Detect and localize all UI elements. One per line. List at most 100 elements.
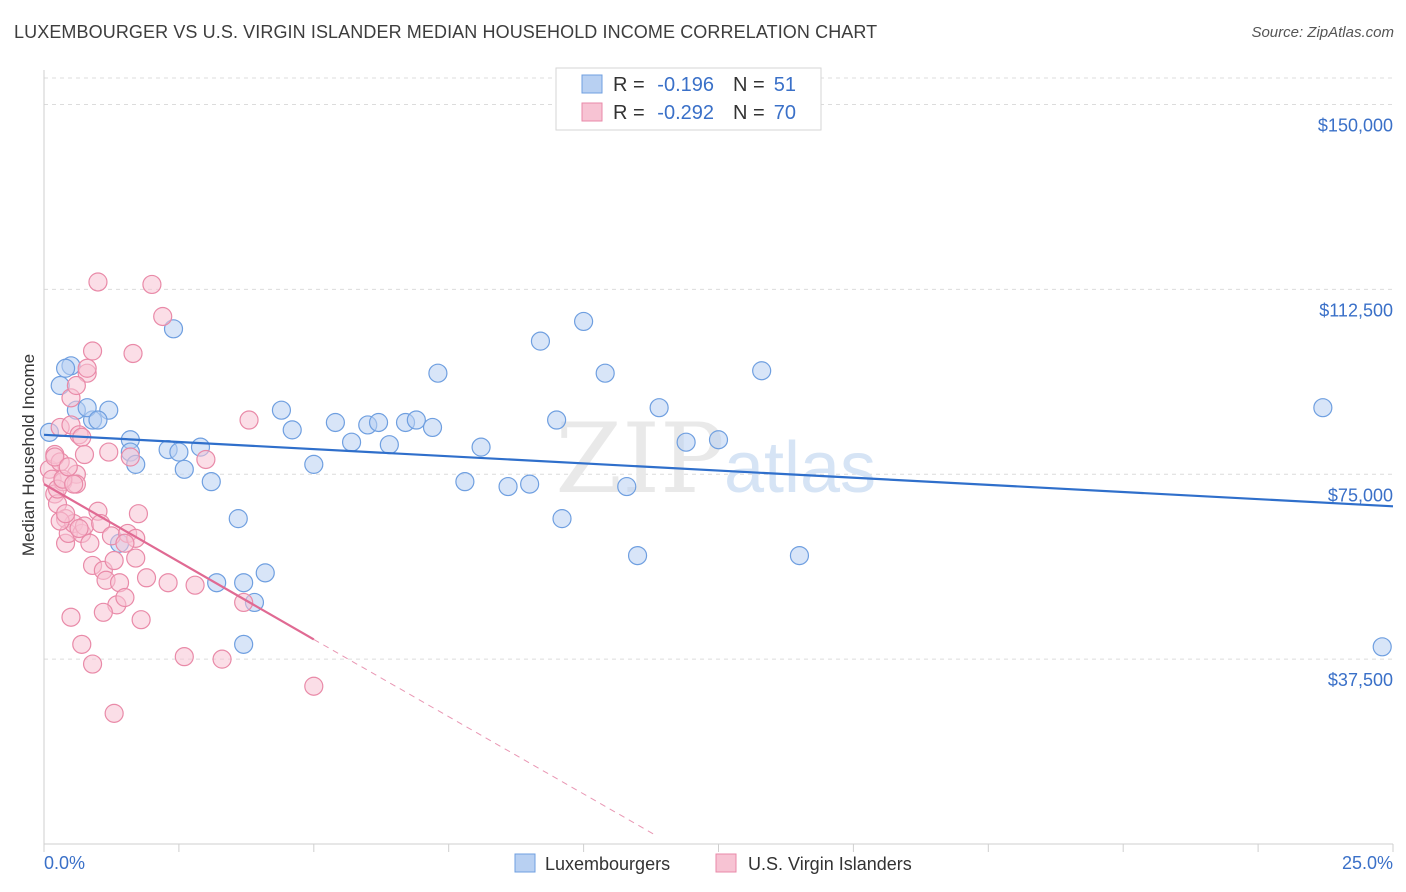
- trend-extension-s1: [313, 638, 654, 835]
- axes: [43, 70, 1394, 852]
- point-s0-6: [77, 398, 97, 418]
- point-s1-30: [99, 442, 119, 462]
- point-s1-64: [64, 474, 84, 494]
- point-s1-37: [120, 447, 140, 467]
- point-s1-60: [45, 447, 65, 467]
- source-label: Source: ZipAtlas.com: [1251, 24, 1394, 41]
- point-s1-22: [80, 533, 100, 553]
- point-s0-49: [789, 545, 810, 566]
- point-s0-46: [676, 432, 696, 452]
- point-s1-59: [126, 548, 146, 568]
- point-s1-40: [128, 504, 149, 524]
- legend-swatch-1: [581, 102, 603, 122]
- bottom-legend-swatch-0: [514, 853, 536, 873]
- trend-lines: [43, 433, 1394, 835]
- point-s1-21: [77, 358, 97, 378]
- point-s1-68: [304, 676, 324, 696]
- legend-n-label-1: N =: [733, 102, 765, 124]
- point-s0-39: [547, 410, 567, 430]
- point-s1-66: [69, 518, 89, 539]
- legend-r-value-1: -0.292: [657, 102, 714, 124]
- point-s0-44: [627, 545, 648, 566]
- legend-n-value-0: 51: [774, 74, 796, 96]
- point-s0-21: [255, 563, 275, 583]
- point-s0-29: [379, 435, 399, 455]
- point-s1-53: [61, 607, 81, 627]
- watermark-atlas: atlas: [724, 428, 876, 508]
- point-s1-69: [55, 504, 76, 524]
- trend-line-s1: [43, 483, 315, 641]
- point-s1-58: [115, 533, 135, 553]
- point-s1-24: [82, 341, 103, 361]
- point-s1-45: [158, 573, 178, 593]
- x-tick-label-0: 0.0%: [44, 853, 85, 873]
- bottom-legend-swatch-1: [715, 853, 737, 873]
- point-s1-48: [196, 449, 216, 470]
- point-s0-18: [234, 573, 254, 593]
- point-s0-31: [406, 410, 426, 430]
- point-s0-36: [498, 476, 518, 497]
- y-tick-labels: $37,500 $75,000 $112,500 $150,000: [1318, 116, 1393, 691]
- point-s0-12: [169, 442, 189, 462]
- point-s1-25: [88, 272, 108, 292]
- x-tick-label-1: 25.0%: [1342, 853, 1393, 873]
- point-s0-51: [1313, 398, 1333, 418]
- stats-legend: R = -0.196 N = 51 R = -0.292 N = 70: [555, 67, 822, 131]
- point-s1-38: [123, 343, 143, 364]
- point-s0-25: [325, 412, 345, 433]
- watermark-zip: ZIP: [555, 403, 724, 515]
- y-tick-label-3: $150,000: [1318, 116, 1393, 136]
- point-s0-33: [428, 363, 448, 383]
- point-s1-51: [239, 410, 259, 430]
- point-s0-40: [552, 509, 572, 529]
- series-legend: Luxembourgers U.S. Virgin Islanders: [514, 853, 912, 874]
- y-axis-label: Median Household Income: [19, 354, 38, 556]
- point-s0-24: [304, 454, 324, 474]
- point-s0-22: [271, 400, 292, 420]
- legend-n-value-1: 70: [774, 102, 796, 124]
- point-s1-44: [153, 306, 173, 327]
- point-s0-35: [471, 437, 491, 457]
- point-s1-46: [174, 647, 194, 667]
- point-s1-47: [185, 575, 205, 595]
- legend-r-label-1: R =: [613, 102, 645, 124]
- point-s0-34: [455, 472, 475, 492]
- legend-r-label-0: R =: [613, 74, 645, 96]
- point-s1-41: [131, 610, 151, 630]
- point-s0-38: [530, 331, 551, 351]
- y-tick-label-0: $37,500: [1328, 670, 1393, 690]
- y-tick-label-2: $112,500: [1319, 300, 1393, 320]
- point-s1-67: [74, 444, 95, 465]
- trend-line-s0: [43, 433, 1394, 508]
- point-s1-43: [142, 274, 162, 295]
- data-points: [39, 272, 1392, 723]
- gridlines: [44, 77, 1393, 660]
- point-s1-35: [115, 587, 135, 608]
- point-s0-37: [520, 474, 540, 494]
- point-s1-55: [82, 654, 103, 674]
- point-s1-42: [136, 568, 157, 588]
- chart-title: LUXEMBOURGER VS U.S. VIRGIN ISLANDER MED…: [14, 22, 878, 42]
- point-s1-56: [93, 602, 113, 622]
- legend-n-label-0: N =: [733, 74, 765, 96]
- point-s1-57: [104, 703, 124, 723]
- point-s0-43: [617, 476, 637, 497]
- y-tick-label-1: $75,000: [1328, 485, 1393, 505]
- point-s0-41: [573, 311, 594, 332]
- point-s0-13: [174, 459, 194, 479]
- point-s0-14: [163, 319, 184, 339]
- watermark: ZIP atlas: [555, 403, 876, 515]
- bottom-legend-label-1: U.S. Virgin Islanders: [748, 854, 912, 874]
- point-s1-65: [66, 375, 86, 396]
- point-s0-48: [752, 361, 772, 381]
- point-s1-54: [72, 634, 92, 654]
- point-s1-49: [212, 649, 232, 669]
- bottom-legend-label-0: Luxembourgers: [545, 854, 670, 874]
- point-s0-26: [341, 432, 362, 452]
- point-s0-17: [228, 509, 248, 529]
- point-s0-50: [234, 634, 254, 654]
- point-s0-28: [368, 412, 389, 433]
- point-s0-54: [88, 410, 108, 430]
- point-s1-32: [104, 550, 124, 571]
